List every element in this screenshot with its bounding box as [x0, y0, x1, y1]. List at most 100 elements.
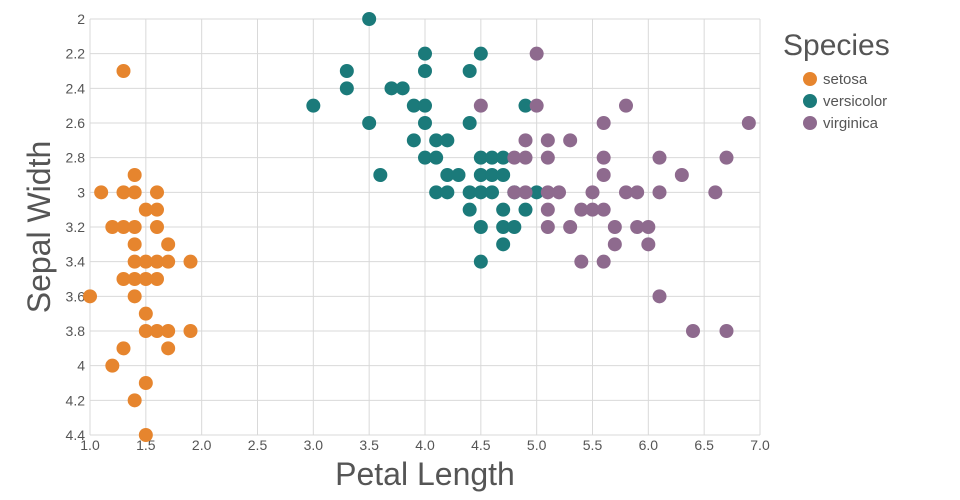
virginica-point — [630, 185, 645, 200]
virginica-point — [719, 324, 734, 338]
setosa-point — [105, 358, 120, 373]
y-tick-label: 3.6 — [66, 288, 86, 304]
versicolor-point — [518, 202, 533, 217]
versicolor-point — [473, 168, 488, 182]
setosa-point — [116, 64, 131, 78]
versicolor-point — [496, 168, 511, 182]
virginica-point — [596, 168, 611, 182]
x-tick-label: 2.5 — [248, 437, 268, 453]
versicolor-point — [418, 46, 432, 61]
setosa-point — [183, 254, 198, 269]
y-tick-label: 3.2 — [66, 219, 86, 235]
virginica-point — [518, 133, 533, 148]
virginica-point — [507, 185, 522, 200]
virginica-point — [540, 220, 555, 234]
y-tick-label: 3.8 — [66, 323, 86, 339]
legend-swatch-versicolor — [803, 94, 817, 108]
versicolor-point — [496, 237, 511, 252]
legend-label-setosa: setosa — [823, 71, 868, 88]
versicolor-point — [418, 150, 432, 165]
y-axis-title: Sepal Width — [21, 141, 57, 314]
x-tick-label: 1.5 — [136, 437, 156, 453]
x-tick-label: 5.0 — [527, 437, 547, 453]
x-axis-ticks: 1.0 1.5 2.0 2.5 3.0 3.5 4.0 4.5 5.0 5.5 6.0 6.5 7.0 — [80, 437, 770, 453]
versicolor-point — [440, 168, 455, 182]
versicolor-point — [473, 46, 488, 61]
setosa-point — [138, 306, 153, 321]
setosa-point — [150, 272, 164, 286]
setosa-point — [161, 254, 176, 269]
virginica-point — [574, 202, 589, 217]
virginica-point — [518, 185, 533, 200]
setosa-point — [127, 168, 142, 182]
versicolor-point — [406, 133, 421, 148]
setosa-point — [161, 237, 176, 252]
setosa-point — [105, 220, 120, 234]
setosa-point — [161, 341, 176, 356]
virginica-point — [563, 133, 578, 148]
virginica-point — [641, 237, 656, 252]
setosa-point — [150, 220, 164, 234]
versicolor-point — [462, 64, 477, 78]
virginica-point — [563, 220, 578, 234]
series-virginica — [473, 46, 756, 338]
x-tick-label: 7.0 — [750, 437, 770, 453]
versicolor-point — [473, 185, 488, 200]
setosa-point — [127, 289, 142, 304]
versicolor-point — [485, 150, 499, 165]
setosa-point — [94, 185, 109, 200]
versicolor-point — [462, 185, 477, 200]
versicolor-point — [429, 133, 444, 148]
versicolor-point — [473, 254, 488, 269]
legend-label-virginica: virginica — [823, 115, 879, 132]
virginica-point — [574, 254, 589, 269]
virginica-point — [607, 220, 622, 234]
virginica-point — [619, 98, 633, 113]
y-tick-label: 2.4 — [66, 80, 86, 96]
y-tick-label: 2.2 — [66, 46, 86, 62]
setosa-point — [138, 272, 153, 286]
y-tick-label: 4.2 — [66, 392, 86, 408]
virginica-point — [596, 116, 611, 130]
virginica-point — [630, 220, 645, 234]
versicolor-point — [451, 168, 466, 182]
legend-label-versicolor: versicolor — [823, 93, 887, 110]
virginica-point — [741, 116, 756, 130]
virginica-point — [652, 289, 667, 304]
setosa-point — [83, 289, 97, 304]
setosa-point — [127, 220, 142, 234]
versicolor-point — [485, 185, 499, 200]
versicolor-point — [384, 81, 399, 96]
x-tick-label: 5.5 — [583, 437, 603, 453]
x-tick-label: 3.5 — [359, 437, 379, 453]
versicolor-point — [429, 185, 444, 200]
versicolor-point — [418, 64, 432, 78]
versicolor-point — [496, 220, 511, 234]
versicolor-point — [339, 81, 354, 96]
y-tick-label: 3 — [77, 184, 85, 200]
virginica-point — [540, 202, 555, 217]
setosa-point — [116, 185, 131, 200]
x-tick-label: 4.0 — [415, 437, 435, 453]
setosa-point — [161, 324, 176, 338]
versicolor-point — [406, 98, 421, 113]
versicolor-point — [362, 116, 377, 130]
data-points — [83, 12, 756, 442]
virginica-point — [540, 150, 555, 165]
setosa-point — [150, 185, 164, 200]
legend: Species setosa versicolor virginica — [783, 29, 890, 132]
setosa-point — [127, 393, 142, 408]
x-tick-label: 1.0 — [80, 437, 100, 453]
versicolor-point — [462, 116, 477, 130]
x-tick-label: 2.0 — [192, 437, 212, 453]
virginica-point — [674, 168, 689, 182]
y-tick-label: 2.6 — [66, 115, 86, 131]
y-tick-label: 3.4 — [66, 254, 86, 270]
virginica-point — [507, 150, 522, 165]
setosa-point — [150, 202, 164, 217]
virginica-point — [529, 46, 544, 61]
virginica-point — [708, 185, 723, 200]
x-tick-label: 3.0 — [304, 437, 324, 453]
versicolor-point — [473, 220, 488, 234]
